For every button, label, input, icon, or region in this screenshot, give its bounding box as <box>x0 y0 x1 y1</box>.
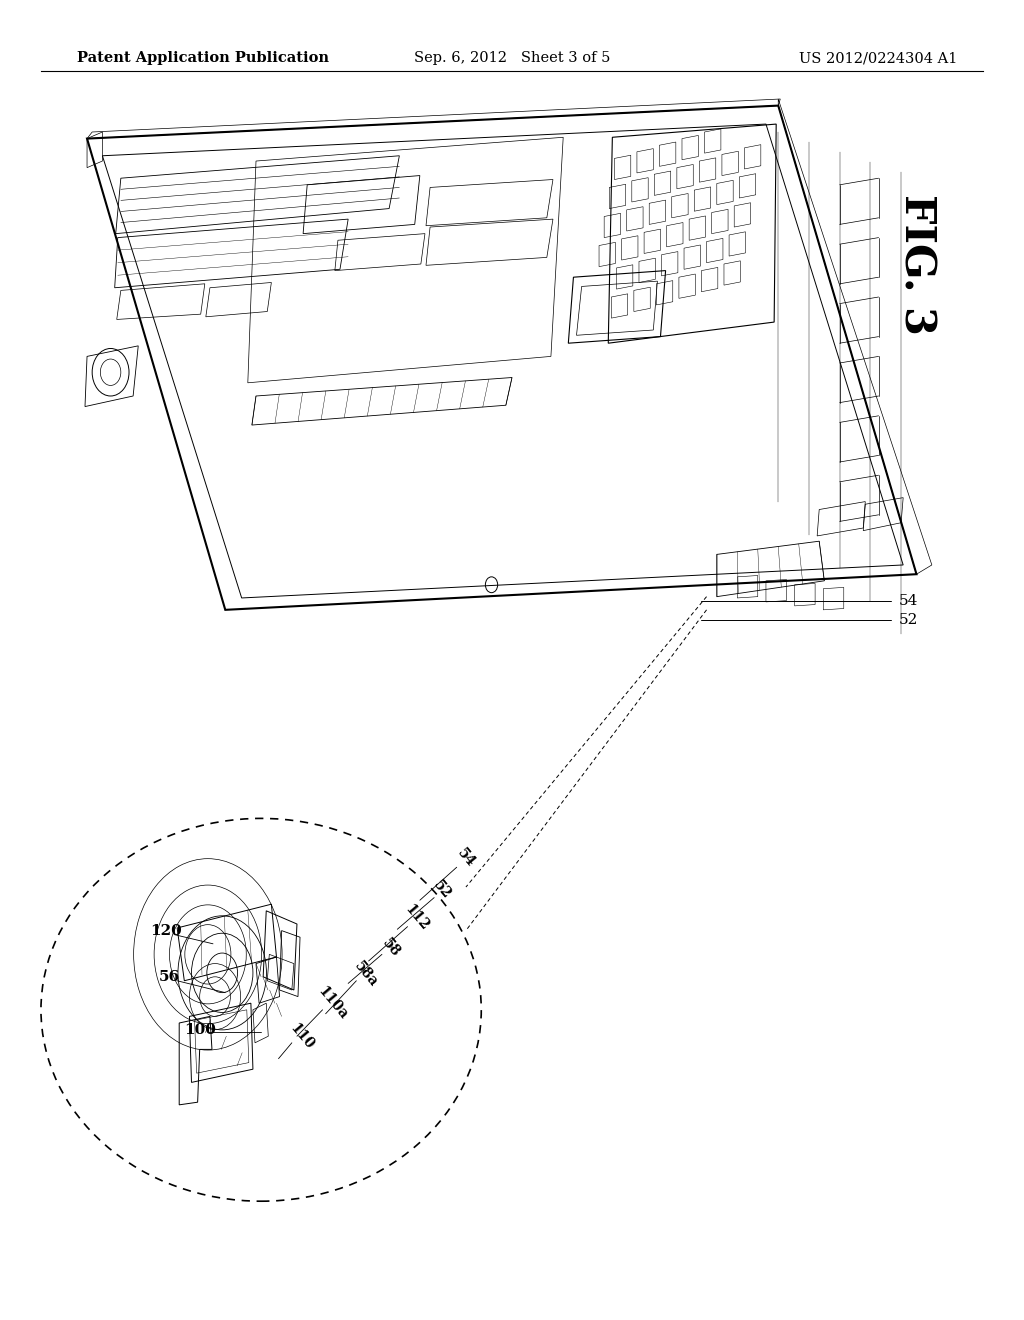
Text: 112: 112 <box>402 902 431 933</box>
Text: 58a: 58a <box>351 958 380 990</box>
Text: 54: 54 <box>455 846 477 870</box>
Text: Sep. 6, 2012   Sheet 3 of 5: Sep. 6, 2012 Sheet 3 of 5 <box>414 51 610 65</box>
Text: 100: 100 <box>183 1023 216 1036</box>
Text: 110: 110 <box>288 1020 316 1052</box>
Text: 120: 120 <box>150 924 182 937</box>
Text: Patent Application Publication: Patent Application Publication <box>77 51 329 65</box>
Text: US 2012/0224304 A1: US 2012/0224304 A1 <box>799 51 957 65</box>
Text: 56: 56 <box>159 970 179 983</box>
Text: 58: 58 <box>380 936 402 960</box>
Text: FIG. 3: FIG. 3 <box>895 194 938 334</box>
Text: 54: 54 <box>899 594 919 607</box>
Text: 110a: 110a <box>315 983 350 1023</box>
Text: 52: 52 <box>899 614 919 627</box>
Text: 52: 52 <box>431 878 454 902</box>
